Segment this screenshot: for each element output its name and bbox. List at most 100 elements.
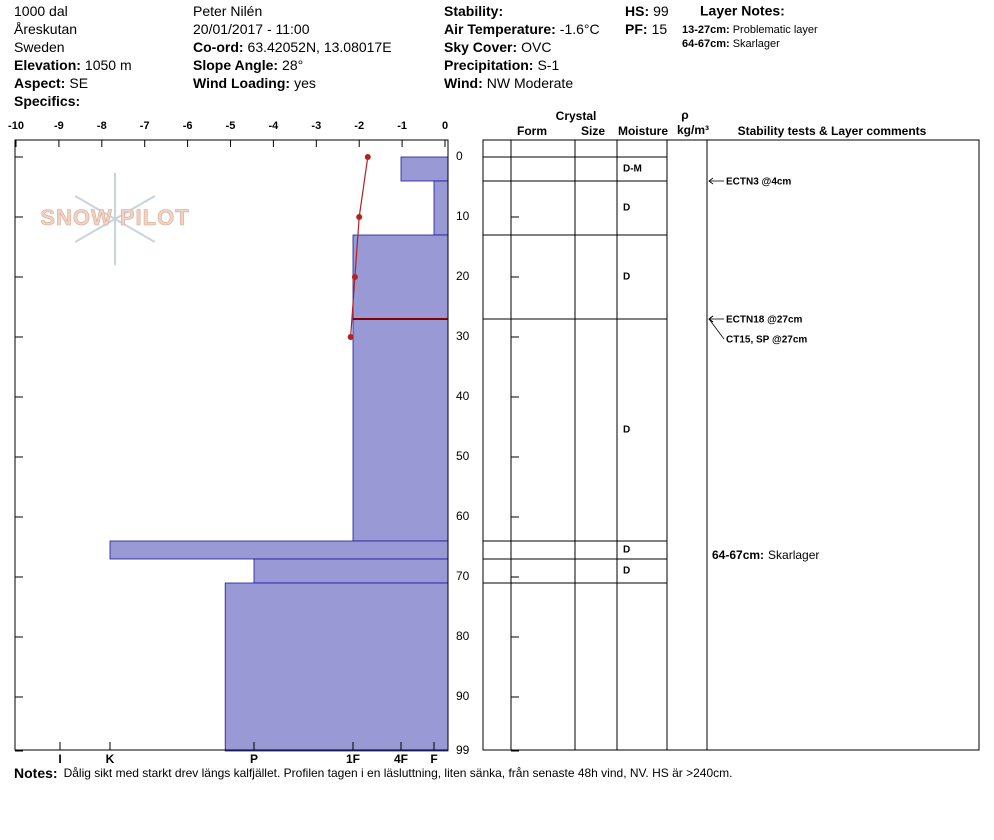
hardness-bar — [253, 558, 449, 584]
x-tick-label: -5 — [226, 120, 236, 132]
value: Problematic layer — [733, 24, 818, 36]
value: 28° — [282, 57, 303, 73]
x-tick-label: -7 — [140, 120, 150, 132]
label: Specifics: — [14, 93, 80, 109]
moisture: D — [623, 545, 630, 556]
table-header: ρ — [681, 108, 688, 122]
x-tick-label: -6 — [183, 120, 193, 132]
x-tick-label: -8 — [97, 120, 107, 132]
label: PF: — [625, 21, 648, 37]
table-header: Crystal — [556, 109, 597, 123]
header-field: Wind: NW Moderate — [444, 75, 573, 91]
label: 13-27cm: — [682, 24, 730, 36]
y-tick-label: 70 — [456, 569, 470, 583]
notes: Notes: Dålig sikt med starkt drev längs k… — [14, 765, 732, 781]
x-tick-label: -1 — [397, 120, 407, 132]
text: Sweden — [14, 39, 65, 55]
text: Åreskutan — [14, 21, 77, 37]
temperature-line — [350, 156, 369, 338]
text: Dålig sikt med starkt drev längs kalfjäl… — [64, 766, 733, 780]
moisture: D — [623, 425, 630, 436]
header-field: Sky Cover: OVC — [444, 39, 552, 55]
label: Sky Cover: — [444, 39, 517, 55]
value: Skarlager — [733, 38, 780, 50]
hardness-bar — [400, 156, 449, 182]
moisture: D — [623, 566, 630, 577]
y-tick-label: 80 — [456, 629, 470, 643]
x-tick-label: -3 — [311, 120, 321, 132]
hardness-tick-label: F — [430, 752, 437, 766]
y-tick-label: 50 — [456, 449, 470, 463]
y-tick-label: 0 — [456, 149, 463, 163]
y-tick-label: 30 — [456, 329, 470, 343]
label: Notes: — [14, 765, 58, 781]
text: 20/01/2017 - 11:00 — [193, 21, 310, 37]
y-tick-label: 20 — [456, 269, 470, 283]
snowflake-arm — [114, 195, 156, 220]
header-field: PF: 15 — [625, 21, 667, 37]
snowflake-arm — [74, 195, 116, 220]
layer-notes-title: Layer Notes: — [700, 3, 785, 19]
hardness-tick-label: K — [106, 752, 115, 766]
plot-frame — [14, 139, 449, 751]
label: Precipitation: — [444, 57, 533, 73]
hardness-bar — [109, 540, 449, 560]
text: Skarlager — [768, 548, 819, 562]
layer-note: 13-27cm: Problematic layer — [682, 24, 818, 36]
hardness-tick-label: 4F — [394, 752, 408, 766]
snowflake-arm — [74, 218, 116, 243]
y-tick-label: 99 — [456, 743, 470, 757]
label: 64-67cm: — [682, 38, 730, 50]
test-label: CT15, SP @27cm — [726, 335, 807, 346]
test-arrow — [708, 318, 725, 340]
moisture: D-M — [623, 164, 642, 175]
y-tick-label: 40 — [456, 389, 470, 403]
header-field: Peter Nilén — [193, 3, 262, 19]
temperature-point — [364, 154, 371, 160]
label: Slope Angle: — [193, 57, 278, 73]
hardness-bar — [352, 234, 449, 320]
x-tick-label: -2 — [354, 120, 364, 132]
label: Wind: — [444, 75, 483, 91]
label: Air Temperature: — [444, 21, 556, 37]
layer-comment: 64-67cm: Skarlager — [712, 548, 819, 562]
table-header: Moisture — [618, 124, 668, 138]
x-tick-label: -4 — [269, 120, 280, 132]
temperature-point — [351, 274, 358, 280]
hardness-tick-label: I — [58, 752, 61, 766]
header-field: Aspect: SE — [14, 75, 88, 91]
header-field: 1000 dal — [14, 3, 68, 19]
value: S-1 — [537, 57, 559, 73]
header-field: Slope Angle: 28° — [193, 57, 303, 73]
table-header: Size — [581, 124, 605, 138]
hardness-bar — [224, 582, 449, 752]
table-header: Form — [517, 124, 547, 138]
label: HS: — [625, 3, 649, 19]
value: SE — [69, 75, 88, 91]
hardness-tick-label: 1F — [346, 752, 360, 766]
arrow-head — [708, 177, 714, 185]
test-label: ECTN18 @27cm — [726, 315, 803, 326]
label: Elevation: — [14, 57, 81, 73]
value: 15 — [652, 21, 668, 37]
header-field: Specifics: — [14, 93, 80, 109]
y-tick-label: 60 — [456, 509, 470, 523]
label: Aspect: — [14, 75, 65, 91]
header-field: Sweden — [14, 39, 65, 55]
header-field: Elevation: 1050 m — [14, 57, 132, 73]
header-field: Precipitation: S-1 — [444, 57, 559, 73]
value: NW Moderate — [487, 75, 574, 91]
watermark: SNOW PILOT — [40, 205, 189, 230]
x-tick-label: 0 — [442, 120, 448, 132]
label: Wind Loading: — [193, 75, 290, 91]
x-tick-label: -9 — [54, 120, 64, 132]
layer-note: 64-67cm: Skarlager — [682, 38, 780, 50]
test-label: ECTN3 @4cm — [726, 177, 791, 188]
text: Peter Nilén — [193, 3, 262, 19]
arrow-head — [708, 315, 714, 323]
x-tick-label: -10 — [8, 120, 24, 132]
value: 63.42052N, 13.08017E — [248, 39, 392, 55]
value: 1050 m — [85, 57, 132, 73]
y-tick-label: 10 — [456, 209, 470, 223]
hardness-bar — [352, 318, 449, 542]
